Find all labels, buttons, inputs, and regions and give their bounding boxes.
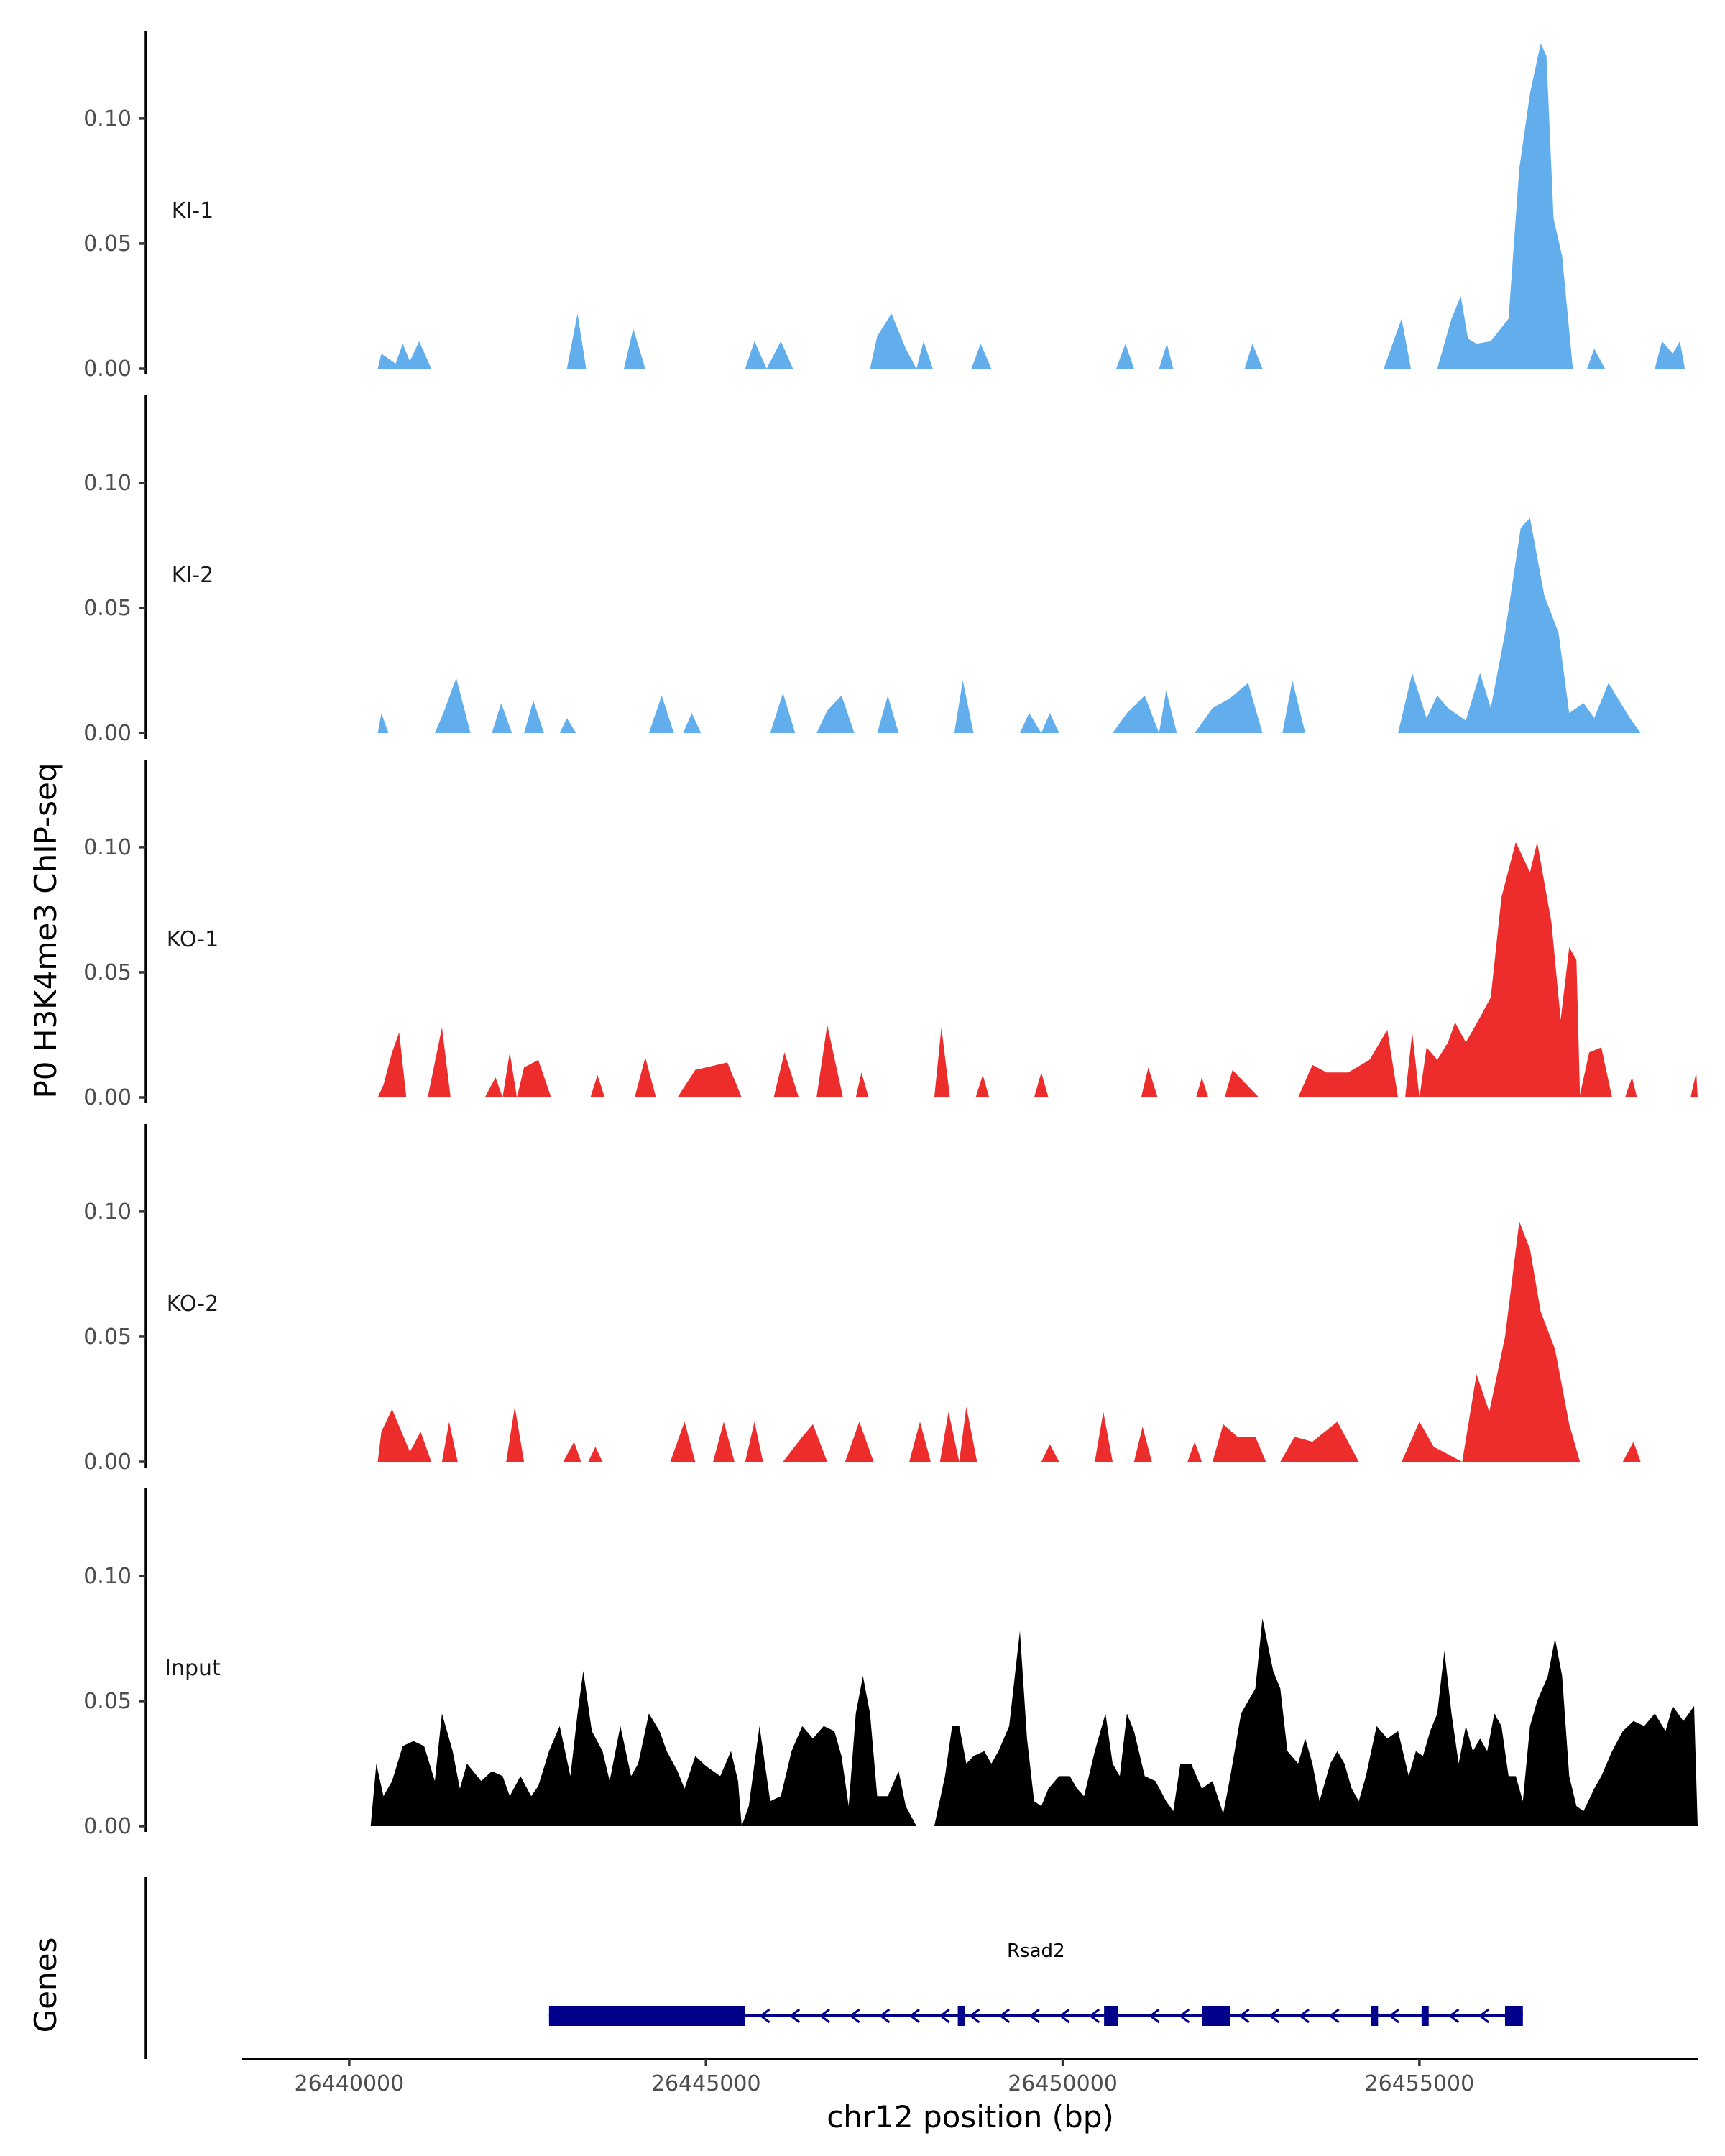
gene-exon xyxy=(1202,2006,1230,2026)
track-label: KI-2 xyxy=(172,563,213,588)
y-axis-title: P0 H3K4me3 ChIP-seq xyxy=(28,763,63,1098)
strand-arrow xyxy=(1149,2008,1160,2024)
strand-arrow xyxy=(1178,2008,1190,2024)
gene-exon xyxy=(1504,2006,1523,2026)
signal-area-ki-2 xyxy=(377,517,1641,733)
strand-arrow xyxy=(849,2008,860,2024)
strand-arrow xyxy=(998,2008,1011,2024)
track-panel-ko-1: 0.00 0.05 0.10 KO-1 xyxy=(83,760,1698,1110)
gene-exon xyxy=(1421,2006,1429,2026)
y-tick-label: 0.05 xyxy=(83,231,132,257)
x-tick-label: 26440000 xyxy=(295,2071,405,2096)
strand-arrow xyxy=(1029,2008,1040,2024)
strand-arrow xyxy=(1328,2008,1340,2024)
gene-layer: Rsad2 xyxy=(144,1877,1523,2059)
genes-axis-title: Genes xyxy=(28,1938,63,2033)
strand-arrow xyxy=(1298,2008,1310,2024)
gene-exon xyxy=(1104,2006,1118,2026)
strand-arrow xyxy=(1388,2008,1400,2024)
strand-arrow xyxy=(1268,2008,1280,2024)
strand-arrow xyxy=(939,2008,950,2024)
track-label: KI-1 xyxy=(172,198,213,224)
strand-arrow xyxy=(1088,2008,1100,2024)
track-label: KO-2 xyxy=(167,1291,218,1317)
y-tick-label: 0.10 xyxy=(83,106,132,132)
strand-arrow xyxy=(878,2008,891,2024)
y-tick-label: 0.00 xyxy=(83,1450,132,1475)
strand-arrow xyxy=(1059,2008,1070,2024)
track-panel-ki-2: 0.00 0.05 0.10 KI-2 xyxy=(83,395,1641,746)
gene-exon xyxy=(957,2006,965,2026)
y-tick-label: 0.10 xyxy=(83,471,132,496)
y-tick-label: 0.00 xyxy=(83,1085,132,1110)
signal-area-ko-2 xyxy=(377,1221,1698,1462)
y-tick-label: 0.05 xyxy=(83,960,132,985)
strand-arrow xyxy=(1448,2008,1460,2024)
y-tick-label: 0.00 xyxy=(83,1814,132,1839)
track-panel-ko-2: 0.00 0.05 0.10 KO-2 xyxy=(83,1124,1698,1475)
track-panel-ki-1: 0.00 0.05 0.10 KI-1 xyxy=(83,31,1685,382)
signal-area-input xyxy=(370,1618,1698,1826)
strand-arrow xyxy=(788,2008,801,2024)
strand-arrow xyxy=(819,2008,830,2024)
track-panel-input: 0.00 0.05 0.10 Input xyxy=(83,1488,1698,1839)
signal-area-ko-1 xyxy=(377,842,1698,1097)
y-tick-label: 0.10 xyxy=(83,1564,132,1589)
strand-arrow xyxy=(908,2008,920,2024)
y-tick-label: 0.00 xyxy=(83,721,132,746)
x-axis: 26440000 26445000 26450000 26455000 xyxy=(242,2058,1698,2096)
track-label: KO-1 xyxy=(167,927,218,952)
y-tick-label: 0.10 xyxy=(83,1199,132,1225)
gene-exon xyxy=(1371,2006,1379,2026)
y-tick-label: 0.10 xyxy=(83,835,132,860)
y-tick-label: 0.00 xyxy=(83,356,132,382)
strand-arrow xyxy=(1478,2008,1490,2024)
tracks-layer: 0.00 0.05 0.10 KI-1 0.00 0.05 0.10 KI-2 0.00 0.05… xyxy=(83,31,1698,1839)
x-tick-label: 26455000 xyxy=(1365,2071,1475,2096)
y-tick-label: 0.05 xyxy=(83,1325,132,1350)
gene-exon xyxy=(548,2006,745,2026)
signal-area-ki-1 xyxy=(377,43,1685,369)
strand-arrow xyxy=(1238,2008,1250,2024)
strand-arrow xyxy=(968,2008,980,2024)
y-tick-label: 0.05 xyxy=(83,596,132,621)
x-axis-title: chr12 position (bp) xyxy=(827,2099,1114,2134)
x-tick-label: 26450000 xyxy=(1008,2071,1118,2096)
y-tick-label: 0.05 xyxy=(83,1689,132,1714)
track-label: Input xyxy=(165,1656,221,1681)
strand-arrow xyxy=(759,2008,770,2024)
x-tick-label: 26445000 xyxy=(651,2071,761,2096)
gene-name-label: Rsad2 xyxy=(1007,1940,1065,1962)
